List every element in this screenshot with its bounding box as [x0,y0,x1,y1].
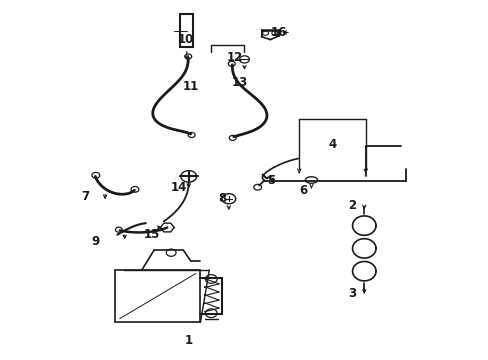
Text: 11: 11 [182,80,199,93]
Text: 15: 15 [143,228,160,240]
Text: 13: 13 [231,76,247,89]
Text: 10: 10 [177,33,194,46]
Text: 16: 16 [270,26,286,39]
Text: 2: 2 [347,199,355,212]
Text: 4: 4 [328,138,336,150]
Text: 7: 7 [81,190,89,203]
Text: 3: 3 [347,287,355,300]
Text: 6: 6 [299,184,306,197]
Text: 14: 14 [170,181,186,194]
Text: 5: 5 [267,174,275,186]
Text: 8: 8 [218,192,226,204]
Text: 1: 1 [184,334,192,347]
Text: 9: 9 [91,235,99,248]
Text: 12: 12 [226,51,243,64]
